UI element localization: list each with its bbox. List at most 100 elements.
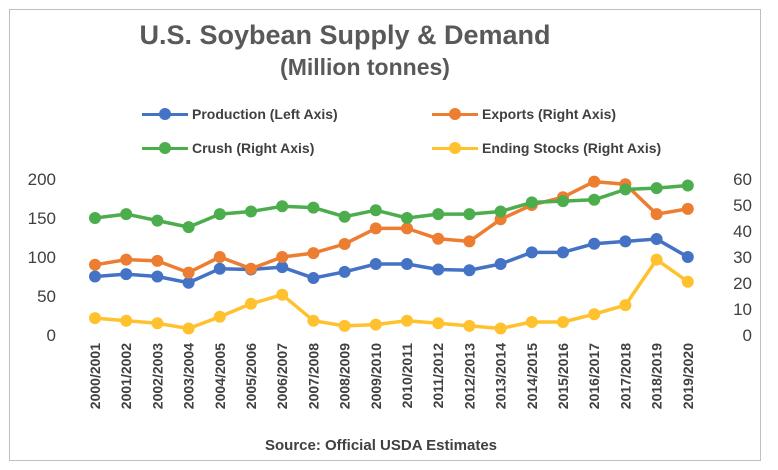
data-point-ending-stocks [213,310,226,323]
data-point-exports [338,238,351,250]
left-axis-tick-label: 200 [28,170,56,189]
data-point-exports [245,262,257,275]
x-axis-tick-label: 2000/2001 [87,343,103,409]
data-point-ending-stocks [432,317,445,330]
data-point-production [650,233,663,246]
data-point-crush [588,193,601,206]
right-axis-tick-label: 50 [733,196,752,215]
data-point-crush [338,210,351,223]
chart-subtitle: (Million tonnes) [280,54,450,80]
data-point-ending-stocks [276,288,289,301]
data-point-crush [401,212,413,224]
data-point-ending-stocks [619,299,632,312]
legend-swatch-exports [432,107,478,121]
data-point-production [307,272,320,285]
data-point-ending-stocks [681,275,694,288]
data-point-production [525,246,538,259]
series-line-crush [94,183,688,229]
left-axis-tick-label: 100 [28,248,56,267]
data-point-production [213,262,226,275]
x-axis-tick-label: 2006/2007 [274,343,290,409]
data-point-ending-stocks [151,317,164,330]
data-point-crush [245,205,257,218]
x-axis-tick-label: 2007/2008 [305,343,321,409]
data-point-production [463,264,476,277]
data-point-exports [650,208,663,221]
legend-label-ending-stocks: Ending Stocks (Right Axis) [482,140,662,156]
data-point-ending-stocks [525,316,538,328]
left-axis-tick-label: 0 [47,326,56,345]
data-point-exports [463,235,476,248]
data-point-exports [213,251,226,263]
x-axis-tick-label: 2019/2020 [680,343,696,409]
data-point-crush [89,212,101,224]
data-point-crush [557,195,569,208]
chart-frame [9,9,761,461]
x-axis-tick-label: 2017/2018 [617,343,633,409]
right-axis-tick-label: 60 [733,170,752,189]
data-point-crush [369,204,382,217]
data-point-ending-stocks [588,308,601,321]
data-point-crush [276,200,289,213]
right-axis-tick-label: 10 [733,300,752,319]
data-point-crush [463,208,476,221]
data-point-crush [151,214,164,227]
x-axis-tick-label: 2010/2011 [399,343,415,409]
left-axis-tick-label: 150 [28,209,56,228]
data-point-production [557,246,569,259]
data-point-ending-stocks [494,322,507,335]
data-point-exports [120,253,133,266]
legend-label-production: Production (Left Axis) [192,106,338,122]
data-point-production [276,261,289,274]
right-axis-tick-label: 20 [733,274,752,293]
right-axis-tick-label: 40 [733,222,752,241]
legend-swatch-ending-stocks [432,141,478,155]
data-point-ending-stocks [89,312,101,325]
x-axis-tick-label: 2001/2002 [118,343,134,409]
x-axis-tick-label: 2016/2017 [586,343,602,409]
data-point-production [182,276,195,289]
data-point-exports [89,258,101,271]
data-point-exports [681,202,694,215]
x-axis-tick-label: 2011/2012 [430,343,446,409]
legend-item-crush: Crush (Right Axis) [142,140,314,156]
legend-item-exports: Exports (Right Axis) [432,106,616,122]
x-axis-tick-label: 2005/2006 [243,343,259,409]
data-point-production [588,237,601,250]
data-point-exports [401,222,413,235]
data-point-exports [151,254,164,267]
left-axis-tick-label: 50 [37,287,56,306]
data-point-ending-stocks [307,314,320,327]
data-point-ending-stocks [120,314,133,327]
x-axis-tick-label: 2004/2005 [212,343,228,409]
data-point-production [151,270,164,283]
x-axis-tick-label: 2008/2009 [337,343,353,409]
data-point-ending-stocks [650,253,663,266]
x-axis-tick-label: 2002/2003 [149,343,165,409]
source-note: Source: Official USDA Estimates [265,437,498,454]
data-point-ending-stocks [338,319,351,332]
data-point-production [120,268,133,281]
data-point-crush [182,221,195,234]
data-point-crush [619,183,632,196]
data-point-ending-stocks [557,316,569,328]
data-point-ending-stocks [369,318,382,331]
x-axis-tick-label: 2014/2015 [524,343,540,409]
data-point-production [619,235,632,248]
x-axis-tick-label: 2003/2004 [181,343,197,409]
data-point-exports [369,222,382,235]
data-point-crush [213,208,226,221]
x-axis-tick-label: 2018/2019 [649,343,665,409]
data-point-crush [681,179,694,192]
data-point-exports [276,251,289,263]
data-point-crush [525,196,538,209]
data-point-exports [307,247,320,260]
data-point-crush [307,201,320,214]
legend-label-crush: Crush (Right Axis) [192,140,315,156]
data-point-production [338,265,351,278]
x-axis-tick-label: 2012/2013 [461,343,477,409]
x-axis-tick-label: 2009/2010 [368,343,384,409]
data-point-crush [432,208,445,221]
data-point-ending-stocks [245,297,257,310]
data-point-production [401,258,413,271]
